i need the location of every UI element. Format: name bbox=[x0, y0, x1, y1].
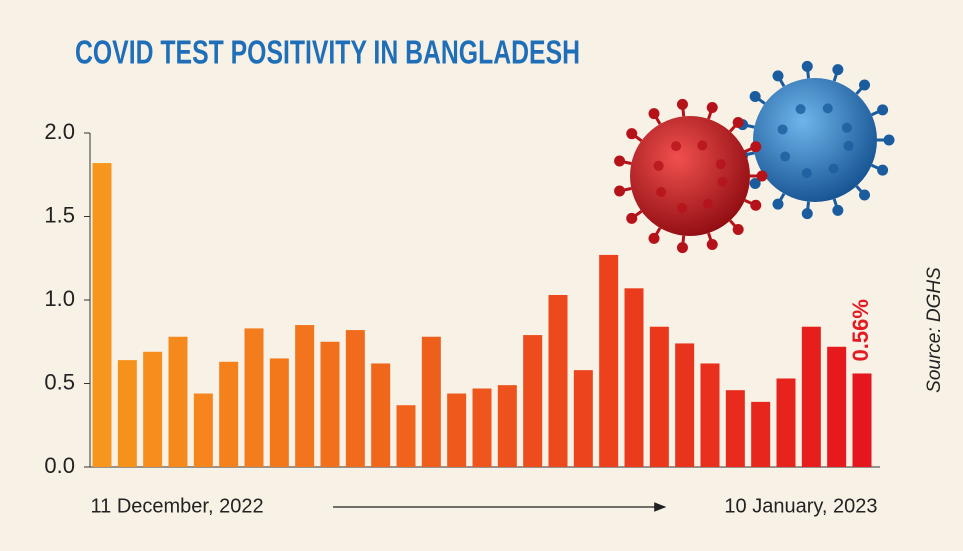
bar bbox=[117, 360, 137, 467]
bar bbox=[751, 401, 771, 467]
bar bbox=[497, 385, 517, 467]
bar bbox=[168, 336, 188, 467]
bar bbox=[143, 351, 163, 467]
bar bbox=[421, 336, 441, 467]
virus-spot bbox=[841, 122, 852, 133]
virus-spot bbox=[822, 103, 833, 114]
virus-spike-tip bbox=[832, 204, 844, 216]
virus-spike-tip bbox=[801, 60, 813, 72]
y-tick-label: 0.0 bbox=[44, 453, 75, 478]
bar bbox=[295, 325, 315, 467]
virus-spot bbox=[677, 203, 688, 214]
bar bbox=[649, 326, 669, 467]
virus-illustration bbox=[614, 60, 895, 254]
virus-spike-tip bbox=[877, 164, 889, 176]
bar bbox=[396, 405, 416, 467]
bar bbox=[92, 163, 112, 467]
bar bbox=[472, 388, 492, 467]
bar bbox=[193, 393, 213, 467]
bar bbox=[675, 343, 695, 467]
value-label: 0.56% bbox=[848, 299, 873, 361]
bar bbox=[219, 361, 239, 467]
virus-spike-tip bbox=[750, 199, 762, 211]
virus-body bbox=[630, 116, 750, 236]
virus-spike-tip bbox=[626, 212, 638, 224]
x-tick-label: 10 January, 2023 bbox=[724, 495, 877, 517]
virus-spot bbox=[671, 141, 682, 152]
virus-spot bbox=[777, 124, 788, 135]
virus-spike-tip bbox=[801, 208, 813, 220]
virus-spike-tip bbox=[614, 185, 626, 197]
virus-body bbox=[753, 78, 877, 202]
virus-spot bbox=[656, 186, 667, 197]
virus-spot bbox=[717, 176, 728, 187]
bar bbox=[447, 393, 467, 467]
bar bbox=[852, 373, 872, 467]
bar bbox=[725, 390, 745, 467]
virus-spike-tip bbox=[859, 189, 871, 201]
virus-spike-tip bbox=[732, 224, 744, 236]
virus-spike-tip bbox=[756, 170, 768, 182]
virus-spike-tip bbox=[750, 141, 762, 153]
virus-spot bbox=[715, 159, 726, 170]
virus-spike-tip bbox=[648, 232, 660, 244]
virus-spot bbox=[653, 160, 664, 171]
bar bbox=[523, 335, 543, 467]
virus-spot bbox=[702, 198, 713, 209]
virus-spot bbox=[795, 104, 806, 115]
bar bbox=[599, 254, 619, 467]
source: Source: DGHS bbox=[924, 267, 945, 393]
bar bbox=[624, 288, 644, 467]
y-tick-label: 1.5 bbox=[44, 202, 75, 227]
bar bbox=[573, 370, 593, 467]
virus-spike-tip bbox=[832, 64, 844, 76]
x-tick-label: 11 December, 2022 bbox=[91, 495, 264, 517]
virus-spot bbox=[697, 140, 708, 151]
virus-spike-tip bbox=[859, 79, 871, 91]
bar bbox=[801, 326, 821, 467]
y-tick-label: 0.5 bbox=[44, 369, 75, 394]
bar bbox=[700, 363, 720, 467]
virus-spike-tip bbox=[749, 177, 761, 189]
virus-spike-tip bbox=[614, 155, 626, 167]
virus-spike-tip bbox=[676, 98, 688, 110]
bar bbox=[244, 328, 264, 467]
virus-spike-tip bbox=[626, 128, 638, 140]
virus-spike-tip bbox=[749, 91, 761, 103]
virus-spot bbox=[843, 140, 854, 151]
virus-spike-tip bbox=[877, 104, 889, 116]
y-tick-label: 1.0 bbox=[44, 286, 75, 311]
chart-title: COVID TEST POSITIVITY IN BANGLADESH bbox=[75, 34, 580, 71]
bar bbox=[548, 294, 568, 467]
virus-spike-tip bbox=[706, 102, 718, 114]
bar bbox=[776, 378, 796, 467]
virus-spike-tip bbox=[676, 242, 688, 254]
bar bbox=[345, 330, 365, 467]
virus-spike-tip bbox=[883, 134, 895, 146]
virus-spike-tip bbox=[706, 238, 718, 250]
bar bbox=[269, 358, 289, 467]
virus-spot bbox=[780, 151, 791, 162]
y-tick-label: 2.0 bbox=[44, 119, 75, 144]
virus-spike-tip bbox=[772, 70, 784, 82]
bar bbox=[320, 341, 340, 467]
bar bbox=[827, 346, 847, 467]
virus-spike-tip bbox=[772, 198, 784, 210]
virus-spot bbox=[828, 163, 839, 174]
virus-spot bbox=[801, 168, 812, 179]
virus-spike-tip bbox=[732, 116, 744, 128]
virus-spike-tip bbox=[648, 108, 660, 120]
bar bbox=[371, 363, 391, 467]
